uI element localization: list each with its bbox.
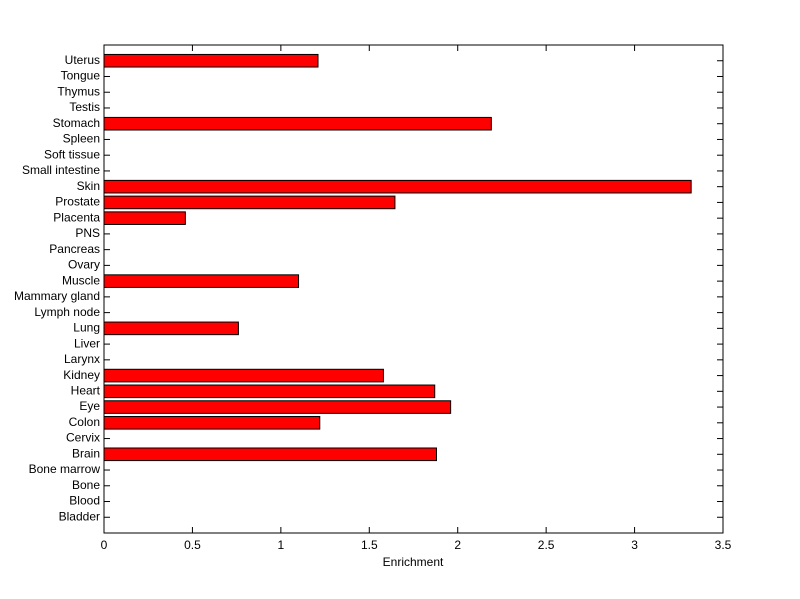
y-tick-label: Brain [72,446,100,460]
bar [103,195,396,210]
y-tick-label: Cervix [66,431,100,445]
y-tick-label: Testis [69,100,100,114]
bar [103,416,321,430]
bar [103,179,692,194]
bar [103,116,492,131]
y-tick-label: Colon [69,415,100,429]
y-tick-label: Soft tissue [44,147,100,161]
y-tick-label: Kidney [63,368,100,382]
y-tick-label: Skin [77,179,100,193]
y-tick-label: Bone [72,478,100,492]
y-tick-label: Eye [79,399,100,413]
y-tick-label: Mammary gland [14,289,100,303]
bar [103,447,437,462]
x-tick-label: 0.5 [184,538,201,552]
bar [103,384,436,399]
x-tick-label: 0 [101,538,108,552]
y-tick-label: Ovary [68,258,100,272]
bar [103,400,452,414]
x-axis-label: Enrichment [383,555,444,569]
x-tick-label: 2 [454,538,461,552]
y-tick-label: Blood [69,494,100,508]
y-tick-label: PNS [75,226,100,240]
bar [103,368,384,383]
y-tick-label: Placenta [53,210,100,224]
y-tick-label: Thymus [57,84,100,98]
y-tick-label: Pancreas [49,242,100,256]
y-tick-label: Small intestine [22,163,100,177]
y-tick-label: Bladder [59,509,100,523]
x-tick-label: 3.5 [715,538,732,552]
y-tick-label: Liver [74,336,100,350]
bar [103,53,319,68]
y-tick-label: Uterus [65,53,100,67]
y-tick-label: Muscle [62,273,100,287]
bar [103,274,300,288]
y-tick-label: Larynx [64,352,100,366]
x-tick-label: 3 [631,538,638,552]
y-tick-label: Lung [73,321,100,335]
y-tick-label: Prostate [55,195,100,209]
y-tick-label: Stomach [53,116,100,130]
x-tick-label: 1 [278,538,285,552]
y-tick-label: Tongue [61,69,101,83]
y-tick-label: Spleen [63,132,100,146]
y-tick-label: Heart [71,383,101,397]
y-tick-label: Bone marrow [29,462,101,476]
bar [103,211,186,225]
x-tick-label: 2.5 [538,538,555,552]
x-tick-label: 1.5 [361,538,378,552]
bar [103,321,239,336]
y-tick-label: Lymph node [34,305,100,319]
